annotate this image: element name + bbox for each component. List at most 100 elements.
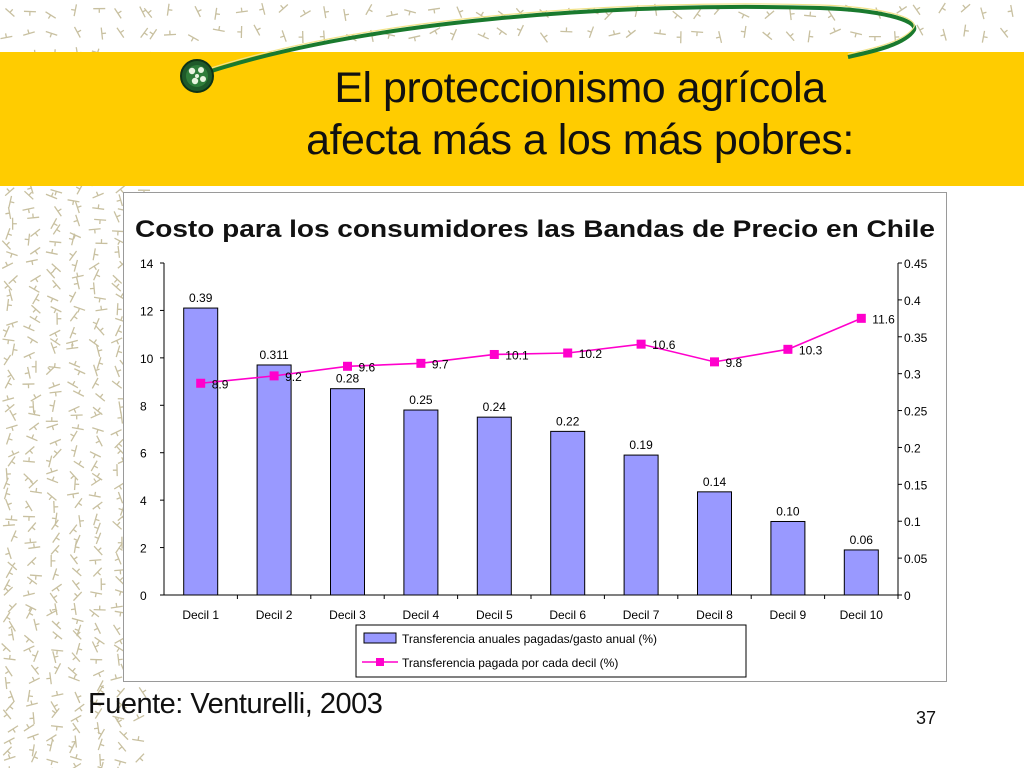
pattern-glyph — [52, 532, 60, 543]
pattern-glyph — [516, 24, 524, 37]
pattern-glyph — [31, 360, 37, 373]
globe-bullet-icon — [180, 59, 214, 93]
pattern-glyph — [112, 274, 123, 284]
right-tick-label: 0.1 — [904, 515, 921, 529]
right-tick-label: 0.4 — [904, 294, 921, 308]
left-tick-label: 10 — [140, 352, 154, 366]
line-data-label: 9.7 — [432, 357, 449, 371]
pattern-glyph — [24, 233, 31, 246]
pattern-glyph — [95, 305, 108, 312]
pattern-glyph — [715, 31, 723, 44]
pattern-glyph — [92, 427, 104, 434]
pattern-glyph — [4, 187, 15, 197]
x-tick-label: Decil 9 — [770, 608, 807, 622]
pattern-glyph — [6, 320, 18, 328]
pattern-glyph — [693, 8, 702, 20]
pattern-glyph — [93, 513, 100, 526]
pattern-glyph — [2, 395, 15, 402]
pattern-glyph — [45, 192, 58, 200]
pattern-glyph — [738, 11, 750, 19]
pattern-glyph — [981, 30, 988, 43]
pattern-glyph — [214, 7, 221, 20]
pattern-glyph — [23, 515, 36, 521]
pattern-glyph — [408, 35, 421, 42]
pattern-glyph — [69, 232, 82, 240]
left-tick-label: 0 — [140, 589, 147, 603]
pattern-glyph — [30, 274, 42, 283]
pattern-glyph — [92, 567, 103, 577]
line-marker — [416, 358, 426, 368]
pattern-glyph — [116, 687, 126, 698]
pattern-glyph — [672, 10, 683, 20]
legend-label-bars: Transferencia anuales pagadas/gasto anua… — [402, 632, 657, 646]
pattern-glyph — [46, 455, 53, 468]
line-data-label: 10.2 — [579, 347, 603, 361]
line-marker — [856, 313, 866, 323]
pattern-glyph — [3, 737, 15, 745]
pattern-glyph — [68, 674, 80, 682]
pattern-glyph — [116, 700, 127, 709]
pattern-glyph — [93, 296, 106, 303]
pattern-glyph — [51, 690, 64, 697]
pattern-glyph — [66, 344, 79, 350]
chart: Costo para los consumidores las Bandas d… — [135, 216, 935, 678]
pattern-glyph — [51, 583, 63, 592]
pattern-glyph — [2, 709, 12, 720]
pattern-glyph — [323, 6, 330, 19]
pattern-glyph — [73, 478, 80, 491]
pattern-glyph — [113, 644, 125, 653]
pattern-glyph — [807, 30, 814, 43]
pattern-glyph — [74, 497, 83, 509]
pattern-glyph — [71, 272, 84, 279]
pattern-glyph — [95, 435, 103, 447]
pattern-glyph — [72, 389, 85, 397]
pattern-glyph — [539, 32, 548, 43]
pattern-glyph — [3, 354, 12, 366]
pattern-glyph — [73, 277, 80, 290]
pattern-glyph — [24, 500, 33, 512]
pattern-glyph — [3, 654, 16, 661]
pattern-glyph — [46, 758, 59, 766]
pattern-glyph — [27, 733, 39, 741]
pattern-glyph — [111, 380, 123, 389]
pattern-glyph — [24, 190, 34, 200]
pattern-glyph — [74, 703, 85, 712]
pattern-glyph — [365, 4, 373, 16]
pattern-glyph — [237, 25, 243, 38]
pattern-glyph — [93, 7, 106, 13]
pattern-glyph — [2, 521, 15, 527]
pattern-glyph — [26, 576, 38, 585]
line-marker — [563, 348, 573, 358]
pattern-glyph — [3, 477, 11, 490]
pattern-glyph — [762, 31, 773, 41]
pattern-glyph — [117, 653, 123, 666]
pattern-glyph — [52, 224, 61, 235]
x-tick-label: Decil 3 — [329, 608, 366, 622]
pattern-glyph — [114, 7, 122, 19]
pattern-glyph — [51, 649, 64, 655]
legend-label-line: Transferencia pagada por cada decil (%) — [402, 656, 618, 670]
pattern-glyph — [194, 5, 202, 18]
pattern-glyph — [30, 394, 42, 402]
pattern-glyph — [69, 754, 82, 761]
pattern-glyph — [30, 751, 39, 763]
pattern-glyph — [11, 343, 18, 356]
pattern-glyph — [30, 228, 41, 237]
pattern-glyph — [45, 734, 57, 742]
pattern-glyph — [4, 377, 12, 389]
pattern-glyph — [5, 701, 15, 712]
pattern-glyph — [0, 33, 13, 40]
pattern-glyph — [89, 559, 102, 565]
pattern-glyph — [46, 492, 57, 501]
pattern-glyph — [92, 318, 100, 330]
pattern-glyph — [113, 624, 121, 636]
pattern-glyph — [23, 645, 35, 653]
x-tick-label: Decil 2 — [256, 608, 293, 622]
pattern-glyph — [52, 651, 59, 664]
pattern-glyph — [625, 29, 636, 39]
pattern-glyph — [740, 25, 747, 38]
pattern-glyph — [28, 410, 41, 417]
pattern-glyph — [88, 262, 100, 271]
pattern-glyph — [27, 689, 34, 702]
pattern-glyph — [97, 738, 105, 751]
